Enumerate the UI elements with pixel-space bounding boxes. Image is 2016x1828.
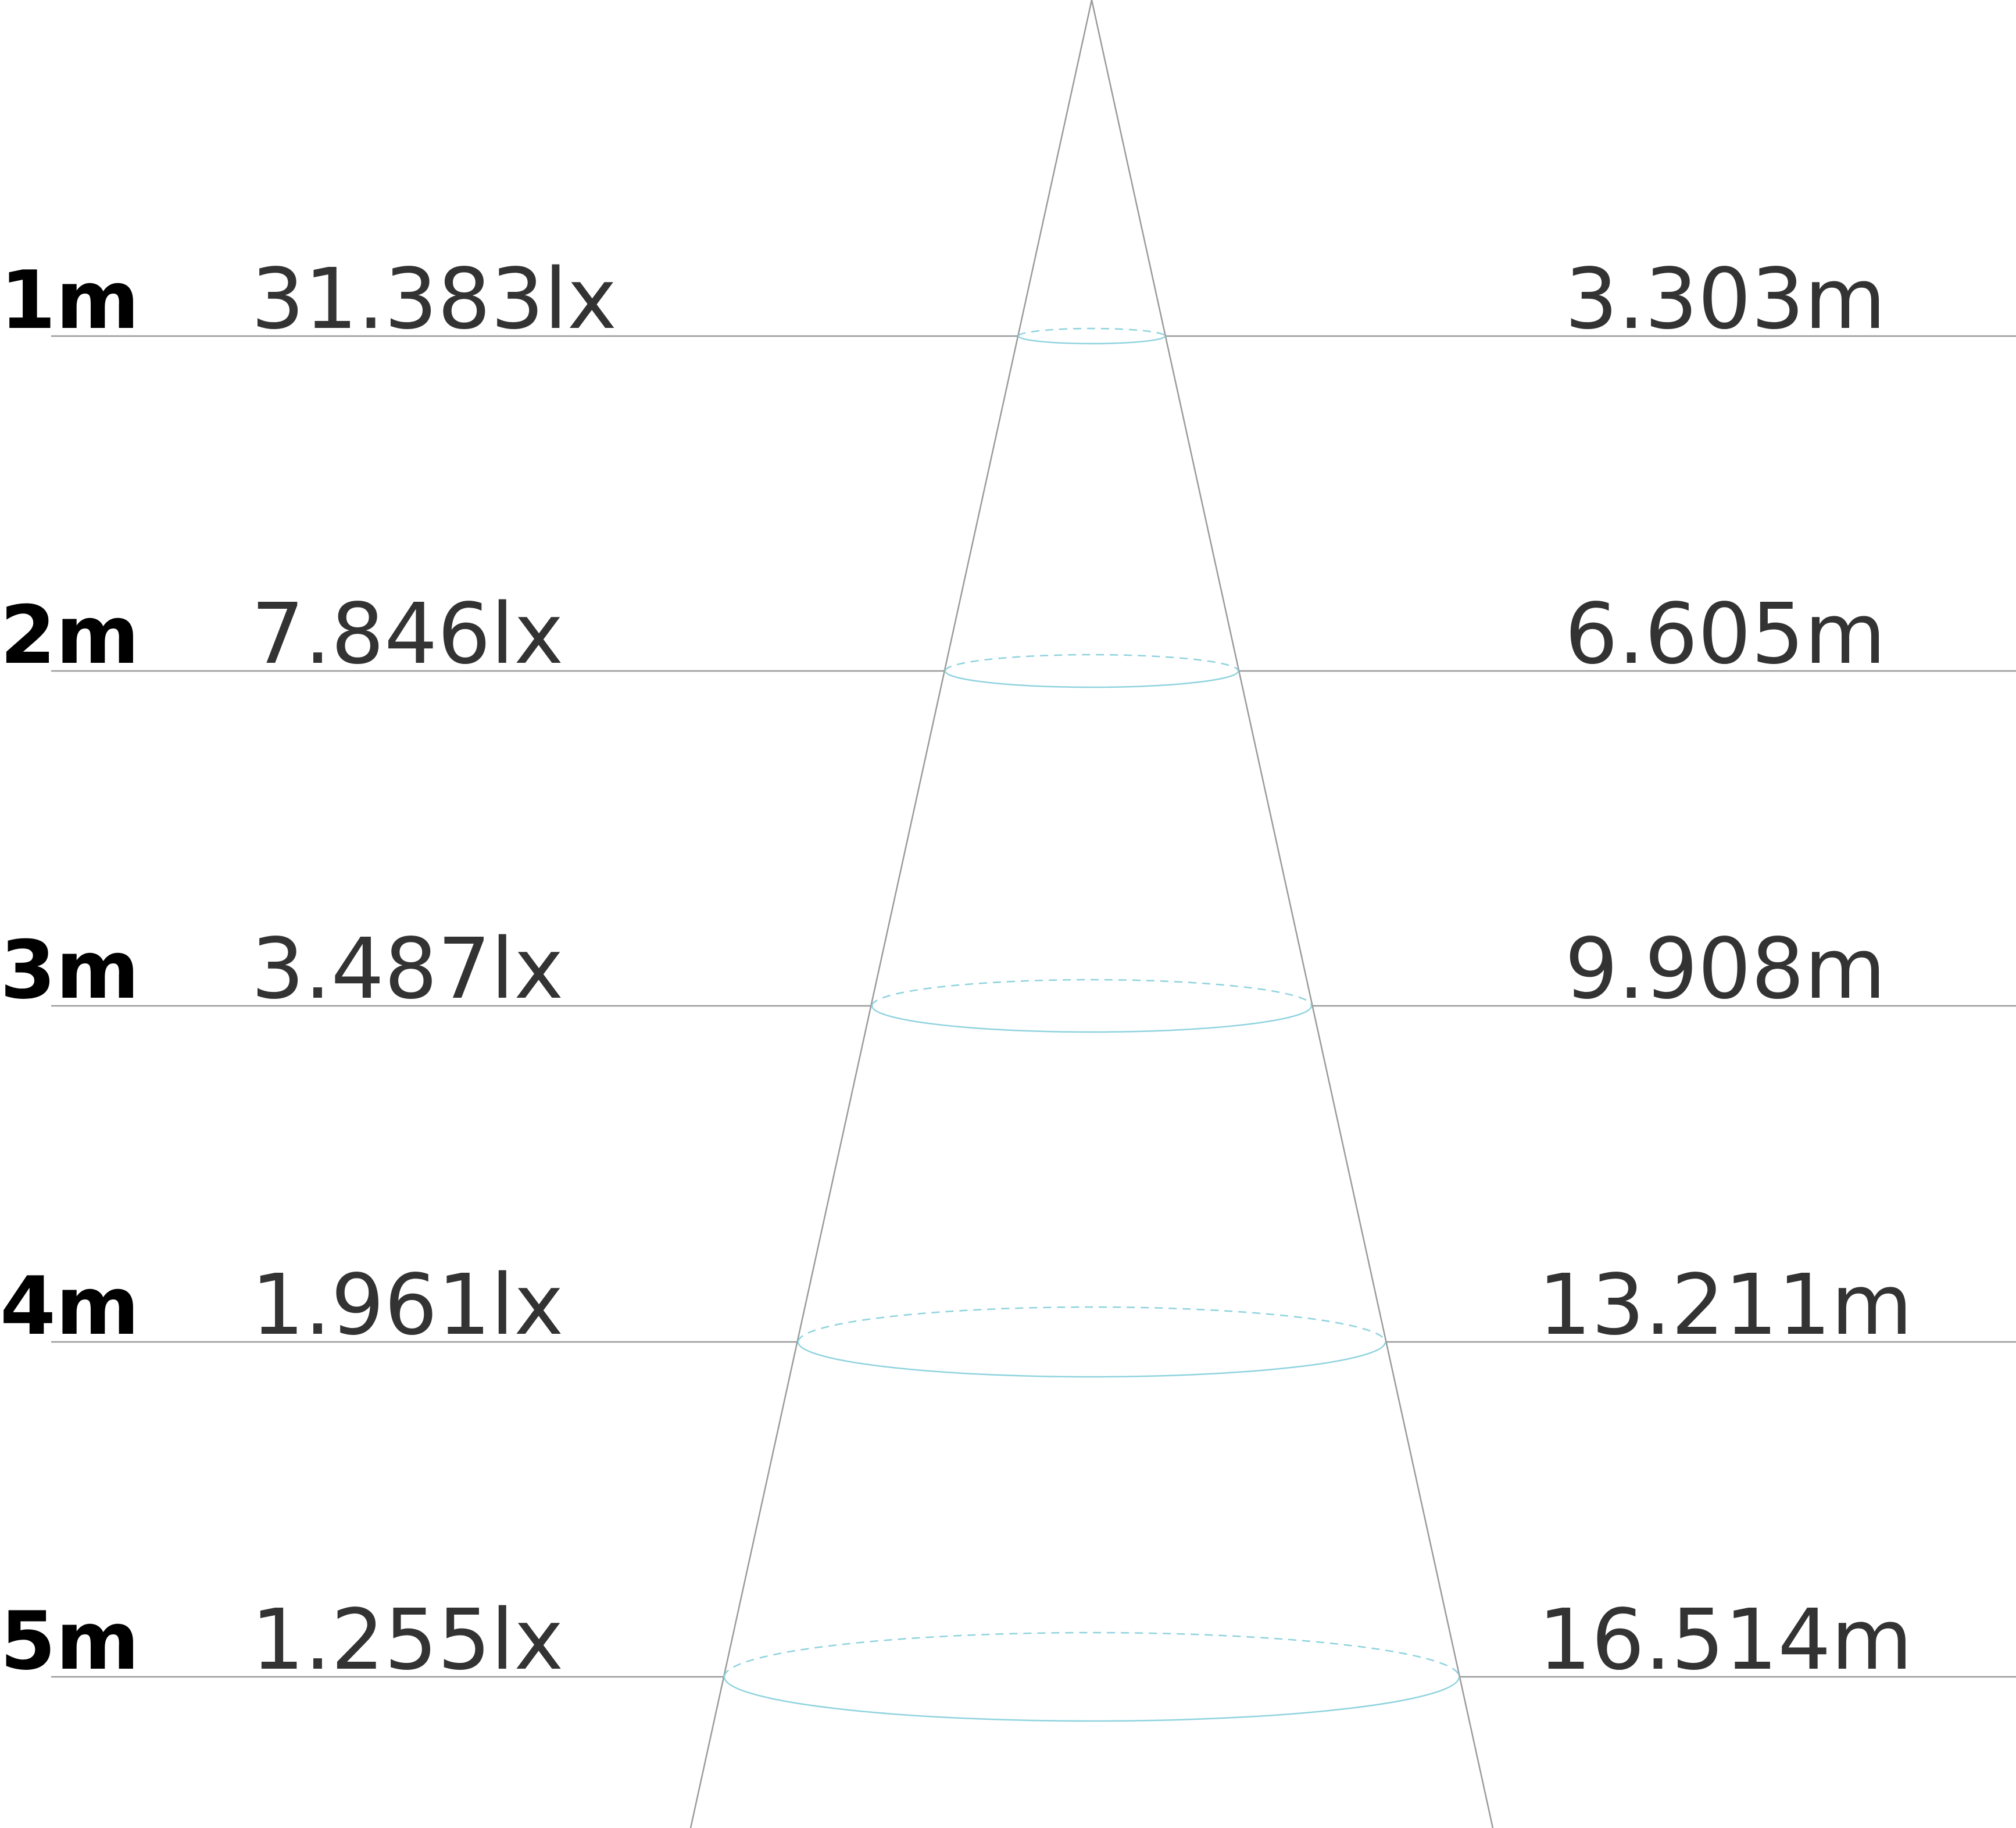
illuminance-label-1m: 31.383lx xyxy=(251,250,617,348)
illuminance-label-3m: 3.487lx xyxy=(251,920,563,1017)
beam-diameter-label-1m: 3.303m xyxy=(1565,250,1886,348)
cone-right-edge xyxy=(1091,0,1494,1828)
beam-ellipse-front-3m xyxy=(871,1005,1313,1033)
distance-label-5m: 5m xyxy=(0,1594,140,1688)
distance-label-1m: 1m xyxy=(0,254,140,347)
beam-ellipse-back-1m xyxy=(1017,327,1166,337)
row-3m: 3m 3.487lx 9.908m xyxy=(0,920,2016,1033)
row-1m: 1m 31.383lx 3.303m xyxy=(0,250,2016,348)
beam-diameter-label-5m: 16.514m xyxy=(1538,1591,1913,1688)
beam-diameter-label-3m: 9.908m xyxy=(1565,920,1886,1017)
beam-diameter-label-2m: 6.605m xyxy=(1565,585,1886,683)
illuminance-label-4m: 1.961lx xyxy=(251,1256,563,1354)
cone-left-edge xyxy=(689,0,1093,1828)
beam-ellipse-front-5m xyxy=(723,1676,1460,1722)
distance-label-4m: 4m xyxy=(0,1259,140,1353)
beam-ellipse-front-2m xyxy=(944,670,1239,688)
beam-ellipse-back-3m xyxy=(871,979,1313,1006)
beam-ellipse-back-5m xyxy=(723,1631,1460,1677)
illuminance-label-5m: 1.255lx xyxy=(251,1591,563,1688)
distance-label-2m: 2m xyxy=(0,588,140,682)
row-2m: 2m 7.846lx 6.605m xyxy=(0,585,2016,688)
illuminance-label-2m: 7.846lx xyxy=(251,585,563,683)
row-5m: 5m 1.255lx 16.514m xyxy=(0,1591,2016,1722)
beam-ellipse-front-4m xyxy=(797,1341,1386,1378)
beam-diameter-label-4m: 13.211m xyxy=(1538,1256,1913,1354)
distance-label-3m: 3m xyxy=(0,923,140,1017)
beam-ellipse-front-1m xyxy=(1017,335,1166,345)
beam-ellipse-back-4m xyxy=(797,1306,1386,1343)
beam-ellipse-back-2m xyxy=(944,654,1239,672)
row-4m: 4m 1.961lx 13.211m xyxy=(0,1256,2016,1378)
